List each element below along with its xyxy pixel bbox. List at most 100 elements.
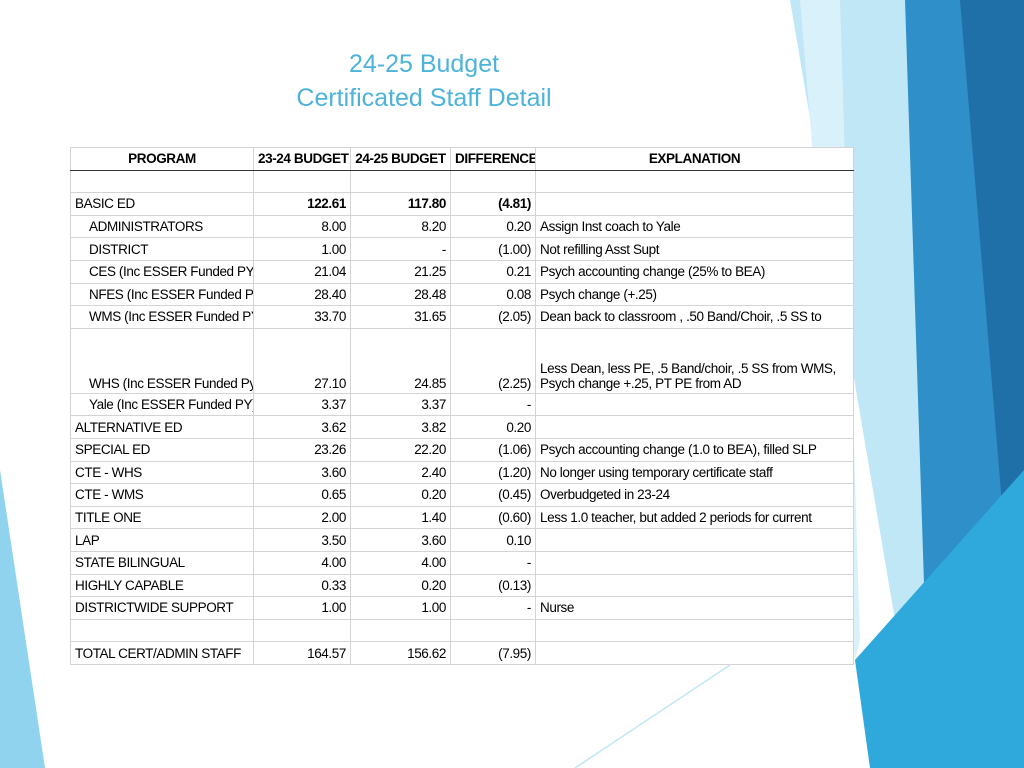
- spacer-row: [70, 618, 854, 643]
- explanation-cell: [535, 392, 854, 417]
- explanation-cell: [535, 550, 854, 575]
- budget-2324-cell: 21.04: [253, 259, 351, 284]
- empty-cell: [70, 618, 254, 643]
- budget-table: PROGRAM 23-24 BUDGET 24-25 BUDGET DIFFERENC…: [70, 147, 854, 665]
- budget-2425-cell: 1.00: [350, 596, 451, 620]
- difference-cell: (4.81): [450, 192, 536, 216]
- explanation-cell: [535, 528, 854, 552]
- data-row: WMS (Inc ESSER Funded PY) 33.70 31.65 (2.05…: [70, 305, 854, 329]
- data-row: TITLE ONE 2.00 1.40 (0.60) Less 1.0 teacher,…: [70, 505, 854, 530]
- empty-cell: [350, 618, 451, 643]
- budget-2425-cell: 28.48: [350, 282, 451, 307]
- budget-2425-cell: 0.20: [350, 483, 451, 507]
- explanation-cell: [535, 415, 854, 439]
- budget-2425-cell: 117.80: [350, 192, 451, 216]
- difference-cell: 0.20: [450, 415, 536, 439]
- header-cell: 24-25 BUDGET: [350, 147, 451, 171]
- program-cell: DISTRICT: [70, 237, 254, 261]
- program-cell: STATE BILINGUAL: [70, 550, 254, 575]
- explanation-cell: Nurse: [535, 596, 854, 620]
- budget-2324-cell: 4.00: [253, 550, 351, 575]
- spacer-row: [70, 169, 854, 194]
- difference-cell: -: [450, 392, 536, 417]
- header-cell: DIFFERENCE: [450, 147, 536, 171]
- data-row: CTE - WHS 3.60 2.40 (1.20) No longer using t…: [70, 460, 854, 485]
- empty-cell: [253, 618, 351, 643]
- data-row: LAP 3.50 3.60 0.10: [70, 528, 854, 552]
- difference-cell: (7.95): [450, 641, 536, 665]
- explanation-cell: [535, 192, 854, 216]
- program-cell: SPECIAL ED: [70, 437, 254, 462]
- difference-cell: 0.08: [450, 282, 536, 307]
- data-row: SPECIAL ED 23.26 22.20 (1.06) Psych accounti…: [70, 437, 854, 462]
- difference-cell: (0.13): [450, 573, 536, 598]
- budget-2324-cell: 0.65: [253, 483, 351, 507]
- program-cell: NFES (Inc ESSER Funded PY): [70, 282, 254, 307]
- explanation-cell: No longer using temporary certificate st…: [535, 460, 854, 485]
- budget-2324-cell: 164.57: [253, 641, 351, 665]
- difference-cell: 0.10: [450, 528, 536, 552]
- budget-2425-cell: 8.20: [350, 214, 451, 239]
- difference-cell: -: [450, 550, 536, 575]
- budget-2425-cell: 0.20: [350, 573, 451, 598]
- explanation-line: Less Dean, less PE, .5 Band/choir, .5 SS…: [540, 360, 836, 376]
- empty-cell: [70, 169, 254, 194]
- difference-cell: (1.00): [450, 237, 536, 261]
- title-line-1: 24-25 Budget: [348, 50, 500, 78]
- difference-cell: (2.05): [450, 305, 536, 329]
- budget-2425-cell: 3.60: [350, 528, 451, 552]
- budget-2324-cell: 3.50: [253, 528, 351, 552]
- program-cell: WMS (Inc ESSER Funded PY): [70, 305, 254, 329]
- explanation-cell: Psych change (+.25): [535, 282, 854, 307]
- explanation-cell: [535, 641, 854, 665]
- program-cell: Yale (Inc ESSER Funded PY): [70, 392, 254, 417]
- budget-2425-cell: 2.40: [350, 460, 451, 485]
- budget-2324-cell: 23.26: [253, 437, 351, 462]
- budget-2425-cell: -: [350, 237, 451, 261]
- difference-cell: (2.25): [450, 327, 536, 394]
- difference-cell: -: [450, 596, 536, 620]
- budget-2425-cell: 3.37: [350, 392, 451, 417]
- budget-2324-cell: 8.00: [253, 214, 351, 239]
- program-cell: LAP: [70, 528, 254, 552]
- empty-cell: [535, 618, 854, 643]
- difference-cell: 0.20: [450, 214, 536, 239]
- difference-cell: (1.06): [450, 437, 536, 462]
- program-cell: ADMINISTRATORS: [70, 214, 254, 239]
- budget-2425-cell: 24.85: [350, 327, 451, 394]
- budget-2324-cell: 1.00: [253, 596, 351, 620]
- difference-cell: (0.60): [450, 505, 536, 530]
- program-cell: CTE - WMS: [70, 483, 254, 507]
- data-row: Yale (Inc ESSER Funded PY) 3.37 3.37-: [70, 392, 854, 417]
- empty-cell: [350, 169, 451, 194]
- program-cell: BASIC ED: [70, 192, 254, 216]
- explanation-cell: Assign Inst coach to Yale: [535, 214, 854, 239]
- header-cell: 23-24 BUDGET: [253, 147, 351, 171]
- budget-2425-cell: 156.62: [350, 641, 451, 665]
- explanation-cell: Not refilling Asst Supt: [535, 237, 854, 261]
- difference-cell: (1.20): [450, 460, 536, 485]
- data-row: NFES (Inc ESSER Funded PY) 28.40 28.48 0.08…: [70, 282, 854, 307]
- header-row: PROGRAM 23-24 BUDGET 24-25 BUDGET DIFFERENC…: [70, 147, 854, 171]
- left-shape: [0, 470, 45, 768]
- budget-2324-cell: 27.10: [253, 327, 351, 394]
- explanation-line: Psych change +.25, PT PE from AD: [540, 375, 742, 391]
- program-cell: ALTERNATIVE ED: [70, 415, 254, 439]
- program-cell: CTE - WHS: [70, 460, 254, 485]
- difference-cell: (0.45): [450, 483, 536, 507]
- difference-cell: 0.21: [450, 259, 536, 284]
- data-row: WHS (Inc ESSER Funded Py) 27.10 24.85 (2.25…: [70, 327, 854, 394]
- explanation-cell: Psych accounting change (1.0 to BEA), fi…: [535, 437, 854, 462]
- empty-cell: [450, 618, 536, 643]
- data-row: DISTRICT 1.00- (1.00) Not refilling Asst Su…: [70, 237, 854, 261]
- budget-2324-cell: 3.62: [253, 415, 351, 439]
- budget-2324-cell: 33.70: [253, 305, 351, 329]
- budget-2425-cell: 3.82: [350, 415, 451, 439]
- title-line-2: Certificated Staff Detail: [296, 84, 552, 112]
- budget-2425-cell: 21.25: [350, 259, 451, 284]
- data-row: BASIC ED 122.61 117.80 (4.81): [70, 192, 854, 216]
- explanation-cell: Less 1.0 teacher, but added 2 periods fo…: [535, 505, 854, 530]
- header-cell: EXPLANATION: [535, 147, 854, 171]
- right-shape: [855, 470, 1024, 768]
